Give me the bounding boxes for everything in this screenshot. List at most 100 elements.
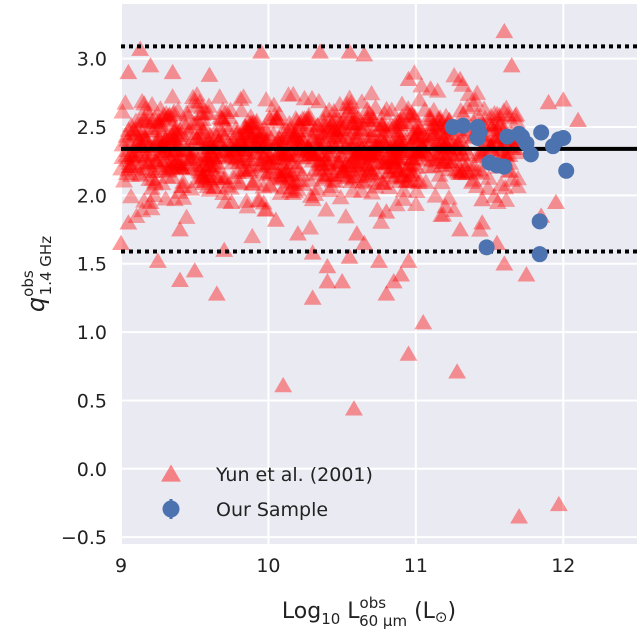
- triangle-point: [163, 88, 182, 104]
- triangle-point: [227, 125, 246, 141]
- triangle-point: [336, 168, 355, 185]
- triangle-point: [364, 147, 383, 163]
- triangle-point: [464, 156, 483, 172]
- triangle-point: [507, 106, 526, 122]
- triangle-point: [347, 145, 366, 161]
- triangle-point: [390, 132, 409, 148]
- triangle-point: [206, 123, 225, 139]
- triangle-point: [150, 130, 169, 146]
- triangle-point: [254, 194, 273, 210]
- triangle-point: [153, 174, 172, 191]
- triangle-point: [264, 158, 283, 174]
- triangle-point: [292, 166, 311, 182]
- triangle-point: [243, 151, 261, 167]
- triangle-point: [227, 150, 246, 166]
- triangle-point: [254, 163, 273, 179]
- triangle-point: [153, 109, 172, 125]
- triangle-point: [139, 113, 158, 129]
- triangle-point: [149, 119, 168, 135]
- triangle-point: [172, 158, 191, 174]
- triangle-point: [398, 171, 416, 187]
- triangle-point: [330, 95, 349, 112]
- triangle-point: [284, 129, 303, 145]
- triangle-point: [187, 129, 206, 146]
- triangle-point: [268, 110, 287, 126]
- triangle-point: [441, 156, 459, 172]
- triangle-point: [274, 179, 293, 195]
- triangle-point: [345, 130, 364, 147]
- y-axis-label-q: q: [22, 297, 50, 312]
- triangle-point: [350, 143, 369, 159]
- triangle-point: [360, 146, 379, 162]
- triangle-point: [384, 148, 402, 165]
- x-axis-label: Log10 Lobs 60 µm (L⊙): [282, 594, 456, 630]
- triangle-point: [430, 124, 449, 140]
- triangle-point: [241, 108, 260, 124]
- triangle-point: [220, 121, 238, 137]
- triangle-point: [135, 95, 154, 111]
- triangle-point: [331, 128, 350, 145]
- triangle-point: [386, 115, 405, 131]
- triangle-point: [140, 106, 159, 122]
- triangle-point: [197, 146, 215, 163]
- triangle-point: [172, 177, 191, 194]
- triangle-point: [217, 103, 236, 120]
- triangle-point: [382, 148, 401, 164]
- sample-point: [533, 124, 550, 141]
- sample-point: [496, 158, 513, 175]
- triangle-point: [270, 166, 289, 183]
- triangle-point: [386, 146, 404, 163]
- triangle-point: [327, 107, 346, 124]
- triangle-point: [353, 173, 372, 190]
- triangle-point: [131, 166, 150, 182]
- triangle-point: [138, 153, 157, 169]
- triangle-point: [264, 96, 283, 112]
- triangle-point: [332, 121, 351, 137]
- triangle-point: [132, 126, 151, 143]
- triangle-point: [379, 163, 398, 179]
- triangle-point: [390, 121, 409, 138]
- triangle-point: [240, 150, 259, 167]
- triangle-point: [199, 164, 218, 180]
- triangle-point: [451, 131, 470, 148]
- triangle-point: [453, 144, 471, 160]
- triangle-point: [136, 129, 155, 146]
- triangle-point: [438, 152, 457, 169]
- y-axis-label-sub: 1.4 GHz: [37, 236, 55, 296]
- triangle-point: [260, 109, 279, 125]
- triangle-point: [391, 167, 410, 184]
- triangle-point: [241, 158, 260, 175]
- triangle-point: [318, 273, 337, 289]
- y-tick-labels: −0.5 0.0 0.5 1.0 1.5 2.0 2.5 3.0: [61, 49, 107, 549]
- triangle-point: [234, 152, 253, 169]
- triangle-point: [345, 400, 363, 416]
- triangle-point: [470, 143, 489, 159]
- triangle-point: [341, 98, 360, 114]
- triangle-point: [400, 166, 419, 182]
- triangle-point: [375, 134, 393, 150]
- y-tick-label: 2.5: [77, 117, 107, 139]
- triangle-point: [199, 132, 218, 149]
- triangle-point: [276, 163, 295, 179]
- triangle-point: [389, 150, 408, 166]
- triangle-point: [333, 143, 352, 159]
- triangle-point: [164, 144, 183, 160]
- triangle-point: [116, 94, 135, 110]
- triangle-point: [250, 123, 269, 139]
- triangle-point: [271, 169, 290, 185]
- triangle-point: [184, 88, 202, 105]
- triangle-point: [345, 160, 364, 177]
- triangle-point: [285, 125, 304, 141]
- triangle-point: [282, 179, 301, 195]
- triangle-point: [489, 113, 508, 130]
- triangle-point: [180, 149, 199, 165]
- triangle-point: [482, 107, 500, 123]
- triangle-point: [152, 134, 171, 150]
- triangle-point: [167, 154, 186, 170]
- triangle-point: [407, 195, 425, 211]
- triangle-point: [303, 130, 322, 146]
- triangle-point: [407, 182, 426, 198]
- triangle-point: [330, 153, 348, 169]
- triangle-point: [313, 150, 332, 167]
- triangle-point: [429, 145, 448, 161]
